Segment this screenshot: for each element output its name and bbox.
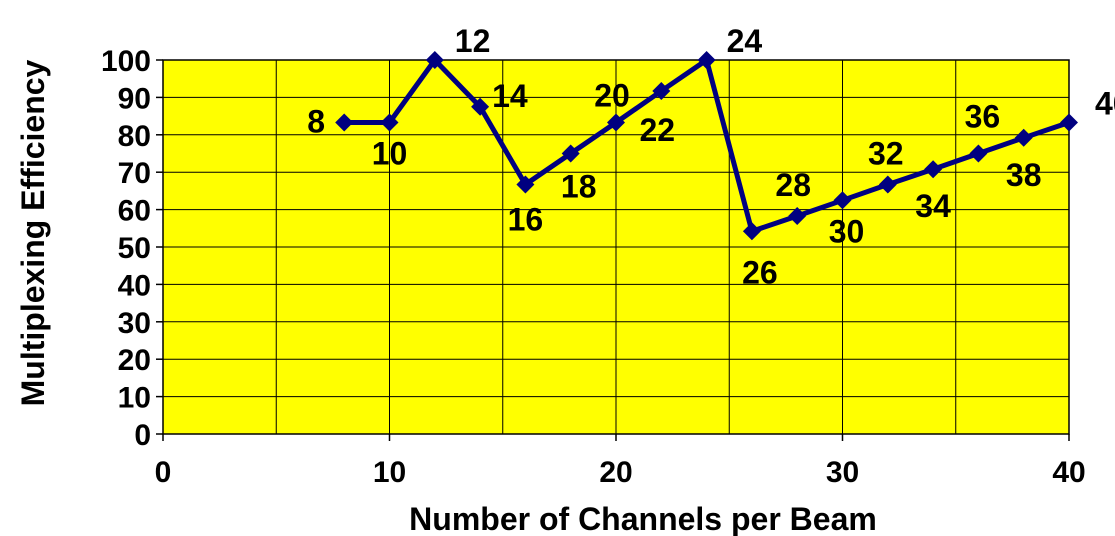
y-tick-label: 80 bbox=[118, 120, 151, 153]
point-label: 14 bbox=[492, 78, 528, 114]
point-label: 18 bbox=[561, 169, 597, 205]
point-label: 20 bbox=[594, 77, 630, 113]
data-point bbox=[833, 191, 852, 210]
data-point bbox=[335, 113, 354, 132]
point-label: 10 bbox=[372, 135, 408, 171]
data-point bbox=[742, 222, 761, 241]
x-tick-label: 30 bbox=[826, 456, 859, 489]
series-markers bbox=[335, 51, 1078, 241]
data-point bbox=[788, 206, 807, 225]
y-tick-label: 50 bbox=[118, 232, 151, 265]
point-label: 32 bbox=[868, 136, 904, 172]
point-label: 24 bbox=[727, 23, 763, 59]
point-label: 26 bbox=[742, 254, 778, 290]
point-label: 22 bbox=[640, 112, 676, 148]
y-tick-label: 70 bbox=[118, 157, 151, 190]
data-point bbox=[697, 51, 716, 69]
y-tick-label: 0 bbox=[134, 419, 151, 452]
x-tick-label: 40 bbox=[1052, 456, 1085, 489]
horizontal-gridlines bbox=[163, 96, 1069, 398]
data-point bbox=[878, 175, 897, 194]
y-axis-ticks: 0 10 20 30 40 50 60 70 80 90 100 bbox=[101, 45, 163, 452]
x-axis-ticks: 0 10 20 30 40 bbox=[155, 434, 1086, 489]
data-point bbox=[425, 51, 444, 69]
data-point bbox=[924, 160, 943, 179]
y-axis-title: Multiplexing Efficiency bbox=[15, 59, 51, 406]
data-point bbox=[1060, 113, 1078, 132]
point-label: 12 bbox=[455, 23, 491, 59]
point-label: 38 bbox=[1006, 157, 1042, 193]
y-tick-label: 60 bbox=[118, 195, 151, 228]
point-label: 8 bbox=[307, 103, 325, 139]
point-label: 30 bbox=[829, 213, 865, 249]
data-point bbox=[1014, 128, 1033, 147]
y-tick-label: 30 bbox=[118, 307, 151, 340]
data-point bbox=[516, 175, 535, 194]
point-label: 28 bbox=[775, 167, 811, 203]
data-point bbox=[607, 113, 625, 132]
point-label: 40 bbox=[1095, 85, 1115, 121]
point-label: 36 bbox=[965, 99, 1001, 135]
data-point bbox=[969, 144, 988, 163]
x-tick-label: 10 bbox=[373, 456, 406, 489]
point-label: 16 bbox=[508, 202, 544, 238]
x-tick-label: 20 bbox=[599, 456, 632, 489]
y-tick-label: 40 bbox=[118, 269, 151, 302]
data-point bbox=[652, 82, 671, 101]
y-tick-label: 100 bbox=[101, 45, 151, 78]
data-point bbox=[561, 144, 580, 163]
point-label: 34 bbox=[915, 188, 951, 224]
x-axis-title: Number of Channels per Beam bbox=[409, 501, 877, 536]
data-point bbox=[380, 113, 399, 132]
x-tick-label: 0 bbox=[155, 456, 172, 489]
y-tick-label: 20 bbox=[118, 344, 151, 377]
y-tick-label: 10 bbox=[118, 382, 151, 415]
data-point bbox=[471, 97, 490, 116]
y-tick-label: 90 bbox=[118, 82, 151, 115]
